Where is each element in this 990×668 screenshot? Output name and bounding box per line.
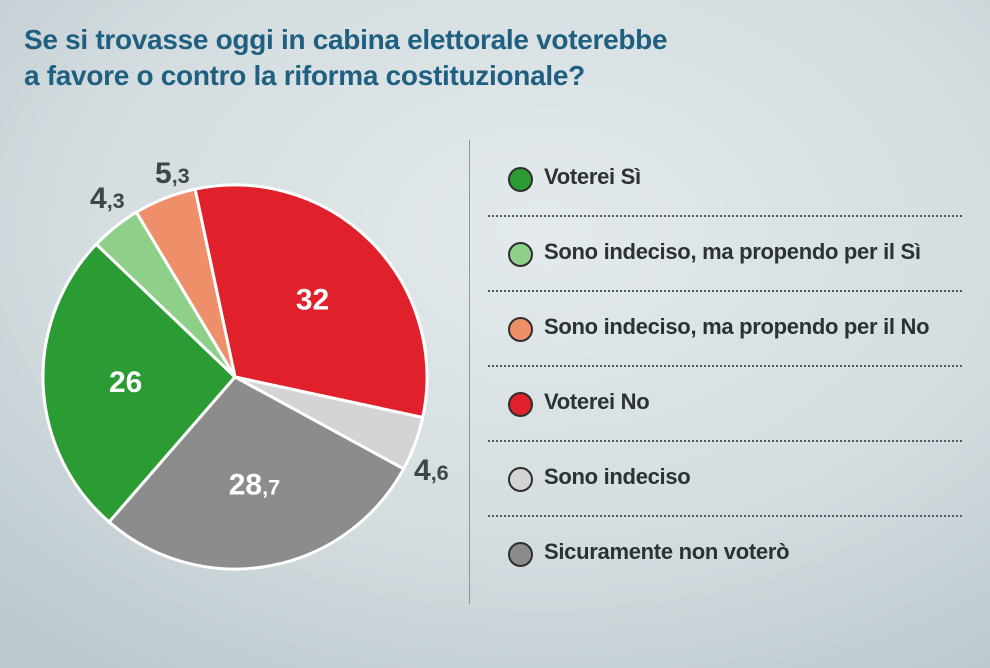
legend-swatch bbox=[508, 542, 533, 567]
legend-label: Sono indeciso, ma propendo per il No bbox=[544, 314, 930, 339]
legend-label: Sono indeciso, ma propendo per il Sì bbox=[544, 239, 921, 264]
slice-value-label: 4,3 bbox=[90, 182, 125, 215]
legend-swatch bbox=[508, 167, 533, 192]
legend-item-indeciso-no: Sono indeciso, ma propendo per il No bbox=[488, 292, 962, 367]
title-line-1: Se si trovasse oggi in cabina elettorale… bbox=[24, 24, 668, 55]
slice-value-label: 5,3 bbox=[155, 157, 190, 190]
pie-slice-voterei-no bbox=[193, 183, 429, 419]
legend-label: Sicuramente non voterò bbox=[544, 539, 790, 564]
slice-value-label: 32 bbox=[296, 284, 329, 317]
legend: Voterei Sì Sono indeciso, ma propendo pe… bbox=[488, 142, 962, 592]
legend-swatch bbox=[508, 467, 533, 492]
pie-slice-voterei-si bbox=[41, 242, 237, 524]
legend-label: Voterei Sì bbox=[544, 164, 641, 189]
legend-item-indeciso-si: Sono indeciso, ma propendo per il Sì bbox=[488, 217, 962, 292]
slice-value-label: 26 bbox=[109, 366, 142, 399]
legend-item-voterei-no: Voterei No bbox=[488, 367, 962, 442]
legend-item-voterei-si: Voterei Sì bbox=[488, 142, 962, 217]
title-line-2: a favore o contro la riforma costituzion… bbox=[24, 60, 585, 91]
legend-label: Sono indeciso bbox=[544, 464, 691, 489]
slice-value-label: 4,6 bbox=[414, 454, 449, 487]
legend-item-non-votero: Sicuramente non voterò bbox=[488, 517, 962, 592]
slice-value-label: 28,7 bbox=[229, 469, 280, 502]
legend-swatch bbox=[508, 242, 533, 267]
pie-slice-sicuramente-non-votero bbox=[107, 375, 406, 571]
legend-swatch bbox=[508, 317, 533, 342]
chart-title: Se si trovasse oggi in cabina elettorale… bbox=[24, 22, 924, 94]
legend-divider bbox=[469, 140, 470, 604]
legend-item-indeciso: Sono indeciso bbox=[488, 442, 962, 517]
legend-label: Voterei No bbox=[544, 389, 650, 414]
pie-slice-sono-indeciso-ma-propendo-per-il-no bbox=[134, 187, 237, 379]
legend-swatch bbox=[508, 392, 533, 417]
